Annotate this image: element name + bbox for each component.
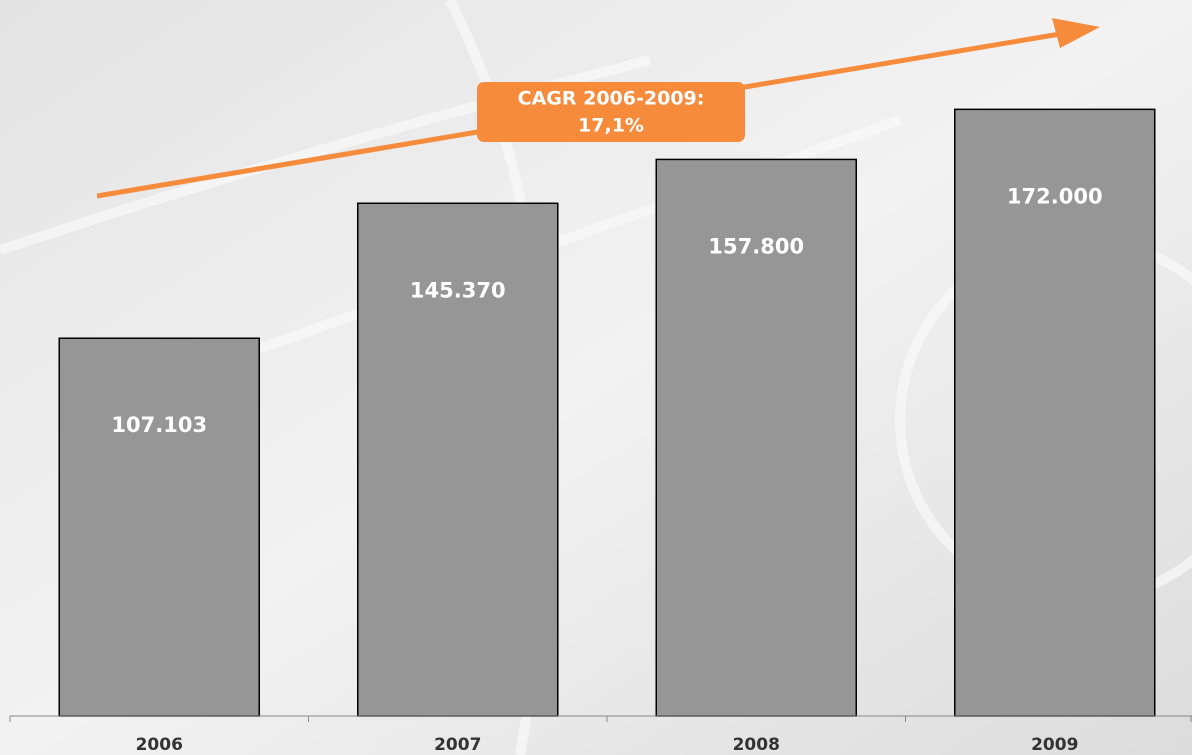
x-tick-label: 2006: [136, 735, 183, 755]
value-label: 107.103: [111, 413, 207, 437]
value-label: 145.370: [410, 278, 506, 302]
x-tick-label: 2008: [733, 735, 780, 755]
value-label: 172.000: [1007, 184, 1103, 208]
annotation-text: CAGR 2006-2009:: [518, 88, 705, 110]
annotation-text: 17,1%: [578, 115, 644, 137]
x-tick-label: 2009: [1031, 735, 1078, 755]
chart: 107.103 2006 145.370 2007 157.800 2008 172.000…: [0, 0, 1192, 755]
x-tick-label: 2007: [434, 735, 481, 755]
value-label: 157.800: [708, 234, 804, 258]
bar: [59, 338, 259, 716]
